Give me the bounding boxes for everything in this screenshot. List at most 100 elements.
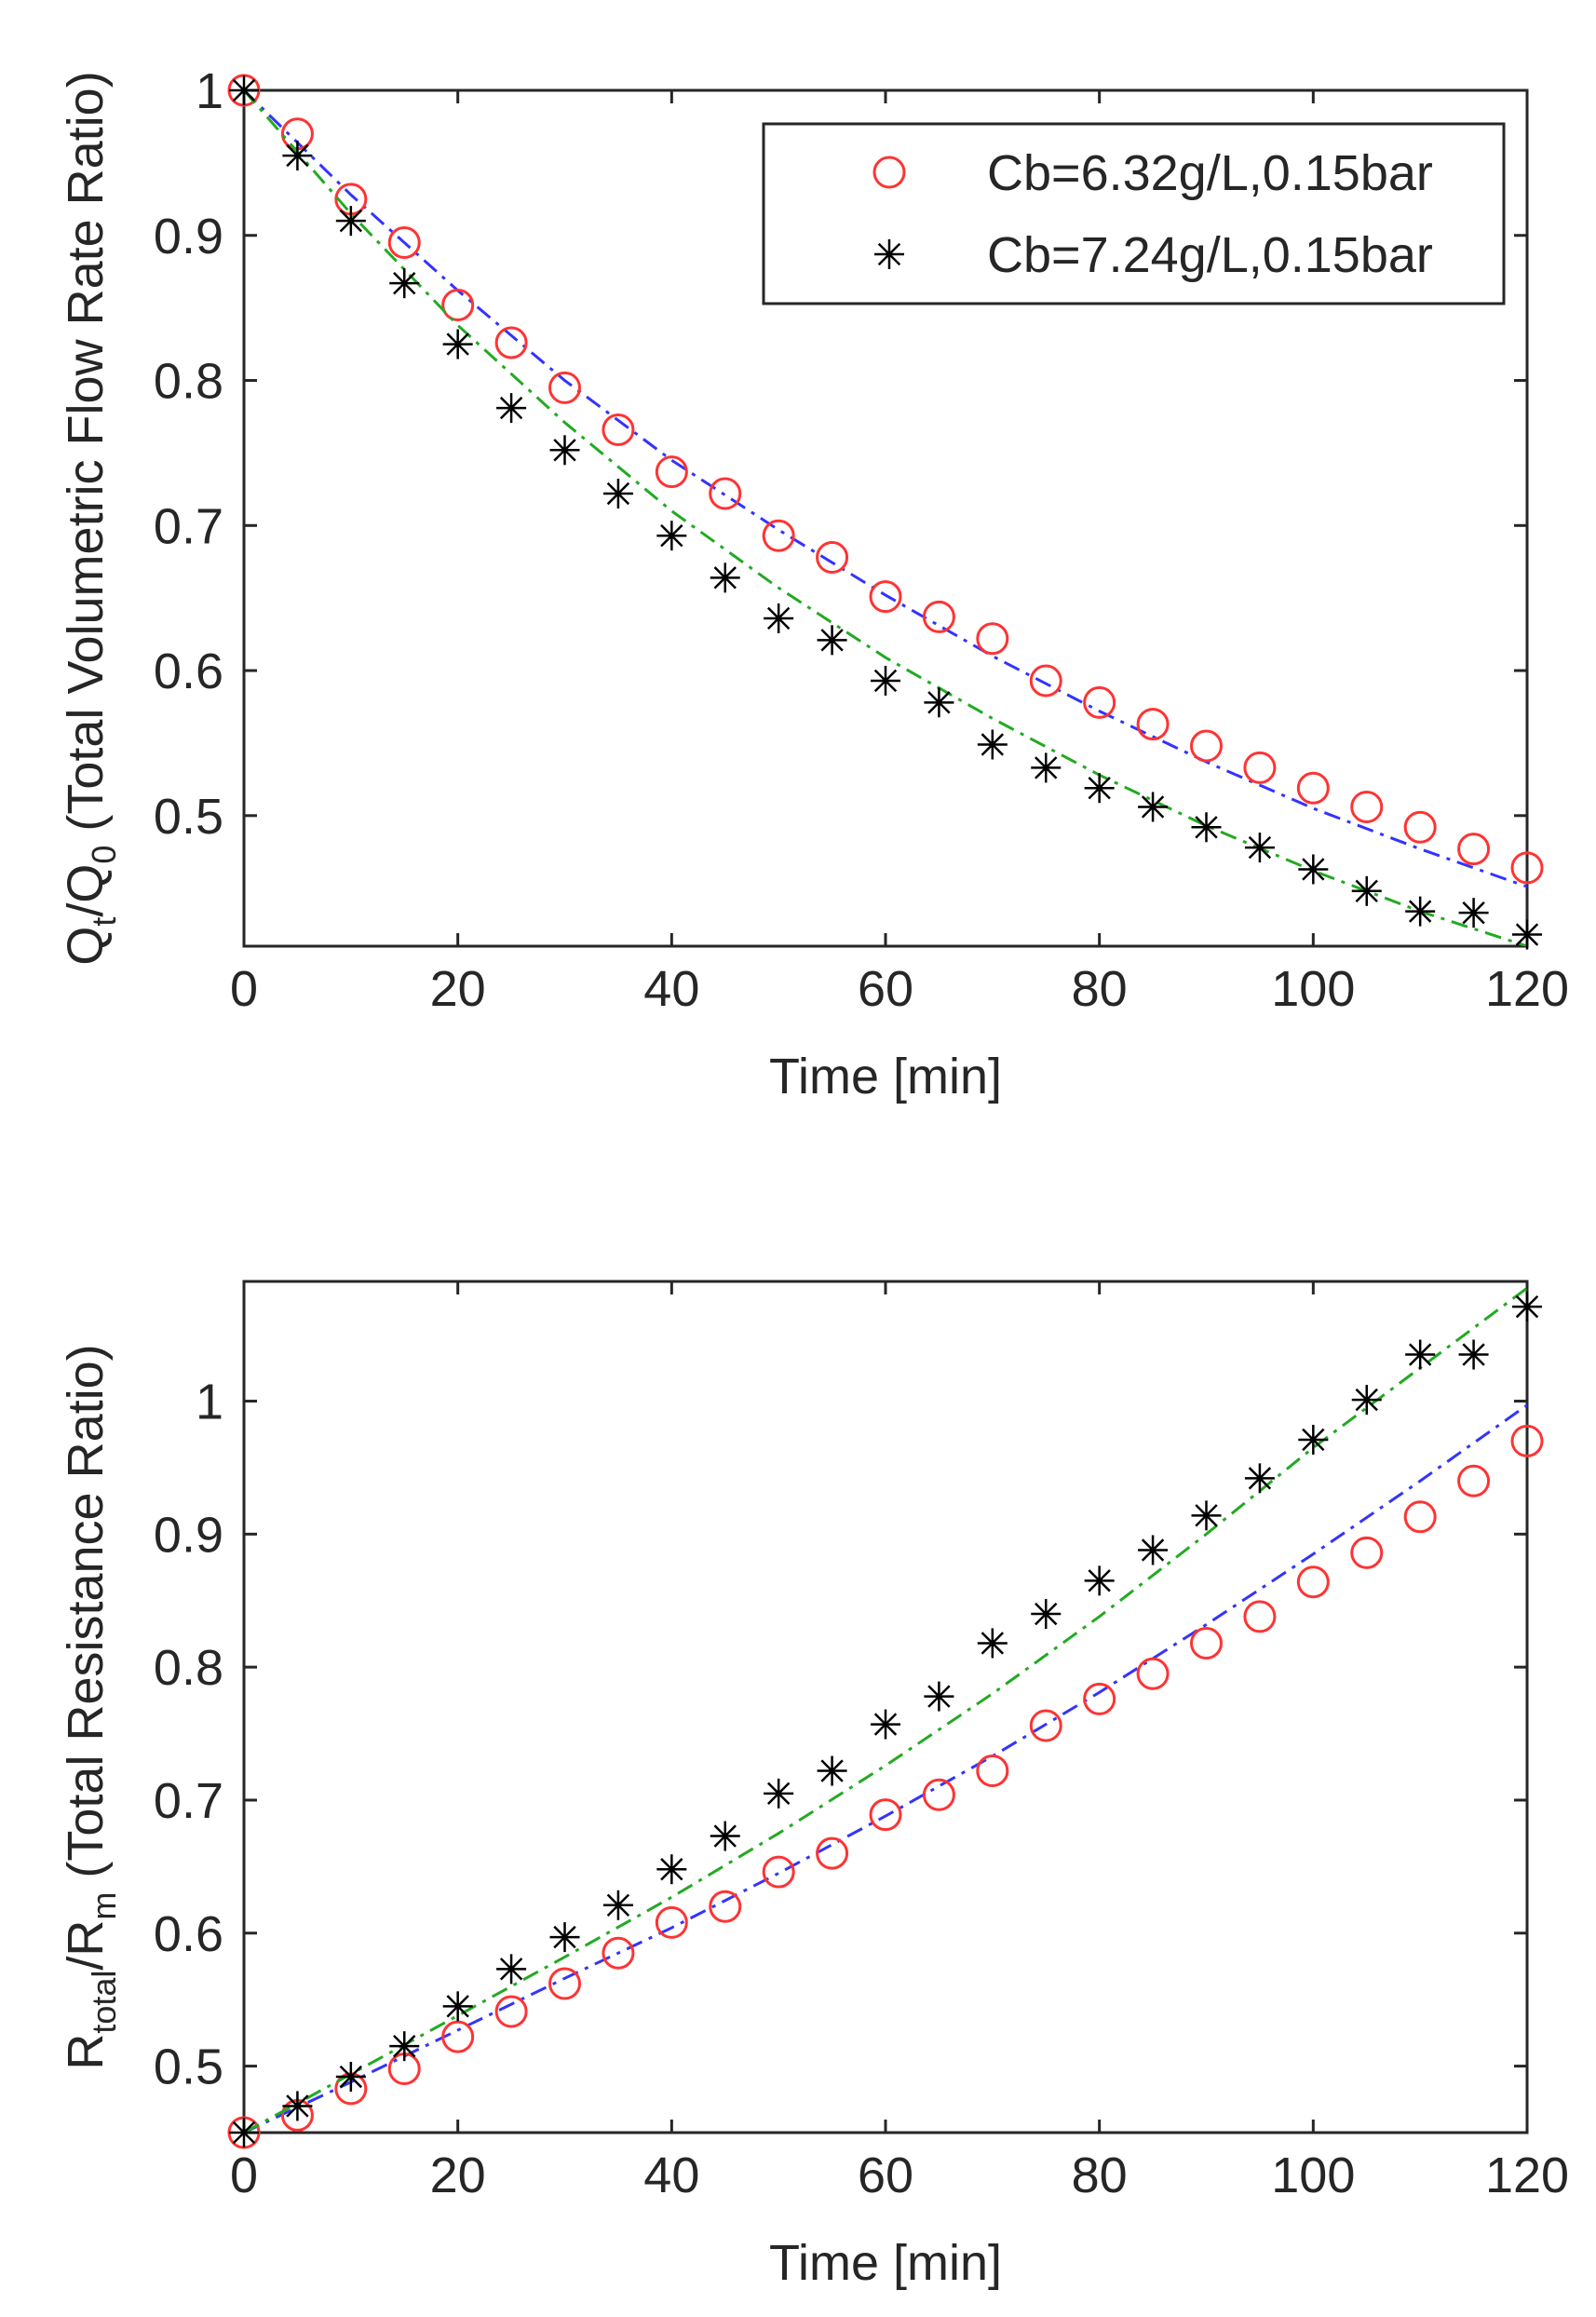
data-point xyxy=(816,1836,849,1870)
x-tick-label: 80 xyxy=(1072,961,1128,1017)
y-tick-label: 0.9 xyxy=(154,1507,223,1563)
data-point xyxy=(389,268,420,299)
data-point xyxy=(282,141,313,171)
data-point xyxy=(1351,875,1382,906)
data-point xyxy=(1083,1682,1116,1715)
data-point xyxy=(1298,1424,1329,1455)
legend-label: Cb=6.32g/L,0.15bar xyxy=(987,145,1433,201)
data-point xyxy=(496,393,527,424)
data-point xyxy=(924,687,954,718)
y-tick-label: 0.8 xyxy=(154,1640,223,1696)
data-point xyxy=(602,1890,633,1920)
data-point xyxy=(710,562,740,593)
series-2 xyxy=(229,1286,1542,2148)
data-point xyxy=(441,289,475,322)
data-point xyxy=(1350,1536,1384,1569)
data-point xyxy=(1084,1565,1115,1596)
data-point xyxy=(229,2118,259,2148)
data-point xyxy=(924,1681,954,1712)
data-point xyxy=(389,2031,420,2062)
data-point xyxy=(549,1922,580,1953)
legend: Cb=6.32g/L,0.15bar Cb=7.24g/L,0.15bar xyxy=(762,122,1506,305)
data-point xyxy=(977,1628,1008,1659)
data-point xyxy=(1190,729,1223,763)
data-point xyxy=(494,1995,528,2028)
data-point xyxy=(549,435,580,466)
x-tick-label: 80 xyxy=(1072,2148,1128,2203)
y-tick-label: 0.7 xyxy=(154,498,223,554)
data-point xyxy=(1031,752,1062,783)
x-tick-label: 0 xyxy=(230,961,258,1017)
data-point xyxy=(1298,854,1329,885)
data-point xyxy=(1138,792,1169,822)
data-point xyxy=(709,1890,742,1923)
data-point xyxy=(441,2020,475,2053)
data-point xyxy=(496,1954,527,1985)
legend-marker xyxy=(874,239,904,269)
data-point xyxy=(1084,773,1115,804)
x-tick-label: 120 xyxy=(1485,961,1569,1017)
chart-1: 0 20 40 60 80 100 120 0.5 0.6 0.7 0.8 0.9 1 Time [min… xyxy=(58,63,1569,1104)
data-point xyxy=(817,1755,847,1786)
data-point xyxy=(1031,1599,1062,1630)
data-point xyxy=(442,329,473,359)
x-tick-label: 20 xyxy=(430,961,486,1017)
data-point xyxy=(762,1855,795,1889)
data-point xyxy=(656,1854,687,1885)
data-point xyxy=(1512,919,1542,950)
data-point xyxy=(1136,708,1170,741)
data-point xyxy=(1457,833,1491,866)
data-point xyxy=(442,1991,473,2022)
data-point xyxy=(1350,790,1384,823)
x-axis-title: Time [min] xyxy=(769,1049,1002,1104)
data-point xyxy=(656,521,687,551)
x-tick-label: 60 xyxy=(858,961,913,1017)
y-tick-label: 0.5 xyxy=(154,789,223,845)
data-point xyxy=(1403,1500,1437,1534)
data-point xyxy=(922,600,955,633)
x-tick-label: 40 xyxy=(643,961,699,1017)
y-tick-label: 1 xyxy=(196,1375,223,1430)
series-2 xyxy=(229,75,1542,950)
data-point xyxy=(871,1709,900,1740)
data-point xyxy=(1512,1292,1542,1322)
data-point xyxy=(1296,1565,1330,1599)
data-point xyxy=(1405,896,1436,927)
data-point xyxy=(1244,1463,1275,1494)
data-point xyxy=(1458,898,1489,928)
data-point xyxy=(1191,1500,1222,1531)
y-tick-label: 1 xyxy=(196,63,223,119)
data-point xyxy=(1510,1424,1544,1457)
data-point xyxy=(655,1905,688,1939)
data-point xyxy=(1243,751,1277,784)
data-point xyxy=(1136,1657,1170,1690)
series-1 xyxy=(227,74,1544,888)
data-point xyxy=(602,479,633,509)
data-point xyxy=(1403,810,1437,844)
data-point xyxy=(1243,1600,1277,1633)
data-point xyxy=(710,1821,740,1851)
fit-line xyxy=(244,90,1527,946)
y-tick-label: 0.8 xyxy=(154,354,223,410)
y-axis-title: Qt/Q0 (Total Volumetric Flow Rate Ratio) xyxy=(58,71,123,965)
x-axis-title: Time [min] xyxy=(769,2235,1002,2291)
x-tick-label: 20 xyxy=(430,2148,486,2203)
data-point xyxy=(1191,812,1222,843)
data-point xyxy=(1029,1709,1062,1742)
data-point xyxy=(1296,771,1330,805)
plot-area xyxy=(242,1280,1529,2134)
data-point xyxy=(869,580,902,614)
x-tick-label: 100 xyxy=(1271,2148,1355,2203)
chart-2: 0 20 40 60 80 100 120 0.5 0.6 0.7 0.8 0.9 1 Time [min… xyxy=(58,1280,1569,2291)
data-point xyxy=(817,625,847,656)
data-point xyxy=(1458,1339,1489,1370)
data-point xyxy=(816,541,849,575)
data-point xyxy=(387,226,421,260)
data-point xyxy=(548,371,581,404)
y-tick-label: 0.7 xyxy=(154,1773,223,1829)
legend-label: Cb=7.24g/L,0.15bar xyxy=(987,227,1433,283)
data-point xyxy=(1190,1626,1223,1660)
data-point xyxy=(655,455,688,489)
